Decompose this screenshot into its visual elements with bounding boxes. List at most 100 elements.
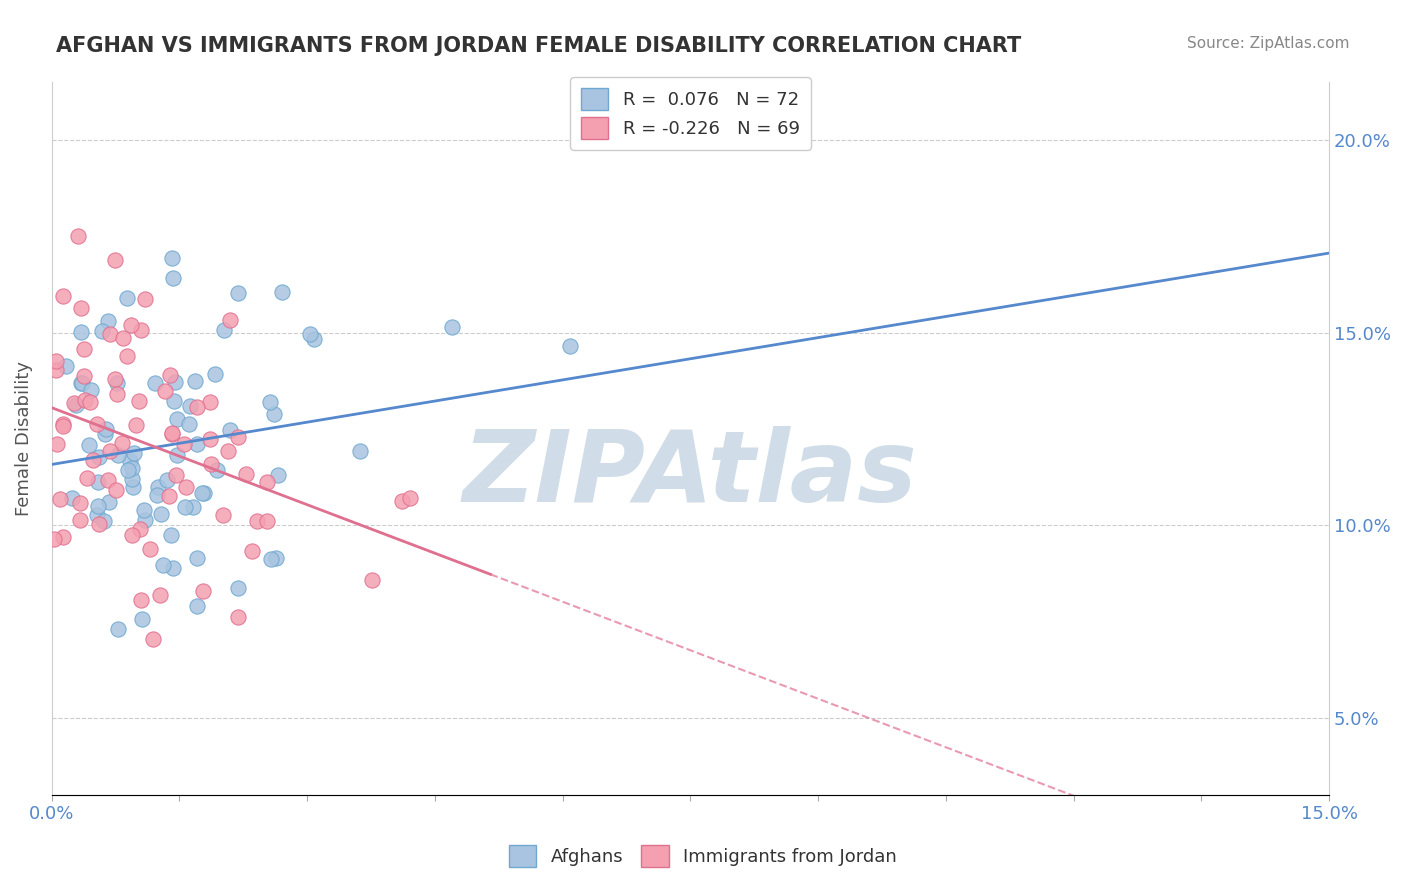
Point xyxy=(160,528,183,542)
Point xyxy=(91,324,114,338)
Point xyxy=(440,320,463,334)
Point xyxy=(115,291,138,305)
Point xyxy=(173,437,195,451)
Point xyxy=(121,528,143,542)
Point xyxy=(79,395,101,409)
Point xyxy=(87,450,110,464)
Y-axis label: Female Disability: Female Disability xyxy=(15,361,32,516)
Point xyxy=(211,508,233,523)
Point xyxy=(174,500,197,515)
Point xyxy=(46,436,69,450)
Point xyxy=(219,423,242,437)
Point xyxy=(146,480,169,494)
Point xyxy=(181,500,204,515)
Point xyxy=(152,558,174,573)
Point xyxy=(160,427,183,442)
Point xyxy=(77,438,100,452)
Point xyxy=(86,508,108,522)
Point xyxy=(87,475,110,489)
Point xyxy=(186,550,208,565)
Point xyxy=(96,422,118,436)
Point xyxy=(149,588,172,602)
Point xyxy=(73,369,96,384)
Point xyxy=(104,252,127,267)
Point xyxy=(52,289,75,303)
Point xyxy=(162,270,184,285)
Point xyxy=(264,551,287,566)
Point xyxy=(73,343,96,357)
Point xyxy=(63,396,86,410)
Point xyxy=(259,395,281,409)
Point xyxy=(186,400,208,414)
Point xyxy=(87,517,110,532)
Point xyxy=(107,622,129,636)
Point xyxy=(558,339,581,353)
Point xyxy=(70,376,93,390)
Point xyxy=(160,425,183,440)
Point xyxy=(67,229,90,244)
Point xyxy=(226,286,249,301)
Point xyxy=(69,513,91,527)
Point xyxy=(256,514,278,528)
Point xyxy=(256,475,278,490)
Point xyxy=(200,458,222,472)
Point xyxy=(82,453,104,467)
Point xyxy=(105,386,128,401)
Point xyxy=(235,467,257,482)
Legend: R =  0.076   N = 72, R = -0.226   N = 69: R = 0.076 N = 72, R = -0.226 N = 69 xyxy=(571,77,810,150)
Point xyxy=(121,461,143,475)
Point xyxy=(55,359,77,373)
Point xyxy=(42,532,65,546)
Point xyxy=(198,432,221,446)
Point xyxy=(163,394,186,409)
Point xyxy=(129,323,152,337)
Point xyxy=(166,411,188,425)
Point xyxy=(155,384,177,399)
Point xyxy=(218,313,240,327)
Point xyxy=(179,399,201,413)
Point xyxy=(76,471,98,485)
Point xyxy=(165,468,187,483)
Point xyxy=(75,393,97,408)
Point xyxy=(70,325,93,339)
Point xyxy=(270,285,292,300)
Point xyxy=(105,376,128,391)
Point xyxy=(349,444,371,458)
Point xyxy=(142,632,165,646)
Point xyxy=(97,314,120,328)
Point xyxy=(165,375,187,389)
Point xyxy=(112,331,135,345)
Point xyxy=(214,322,236,336)
Point xyxy=(131,612,153,626)
Point xyxy=(70,301,93,315)
Point xyxy=(129,593,152,607)
Point xyxy=(226,430,249,444)
Point xyxy=(45,354,67,368)
Point xyxy=(226,609,249,624)
Point xyxy=(124,417,146,432)
Point xyxy=(204,368,226,382)
Point xyxy=(263,408,285,422)
Point xyxy=(302,332,325,346)
Point xyxy=(149,507,172,521)
Point xyxy=(104,483,127,497)
Point xyxy=(115,349,138,363)
Point xyxy=(156,473,179,487)
Point xyxy=(48,492,70,507)
Point xyxy=(160,251,183,265)
Point xyxy=(122,446,145,460)
Point xyxy=(299,327,322,342)
Point xyxy=(159,368,181,382)
Point xyxy=(62,491,84,505)
Point xyxy=(134,503,156,517)
Point xyxy=(361,573,384,587)
Point xyxy=(162,561,184,575)
Point xyxy=(217,444,239,458)
Point xyxy=(198,394,221,409)
Point xyxy=(104,372,127,386)
Point xyxy=(240,544,263,558)
Point xyxy=(118,454,141,468)
Text: Source: ZipAtlas.com: Source: ZipAtlas.com xyxy=(1187,36,1350,51)
Point xyxy=(107,448,129,462)
Point xyxy=(111,436,134,450)
